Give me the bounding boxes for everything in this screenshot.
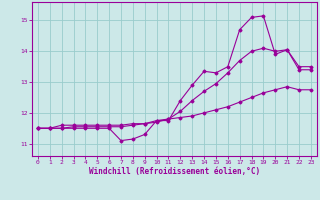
X-axis label: Windchill (Refroidissement éolien,°C): Windchill (Refroidissement éolien,°C) [89, 167, 260, 176]
